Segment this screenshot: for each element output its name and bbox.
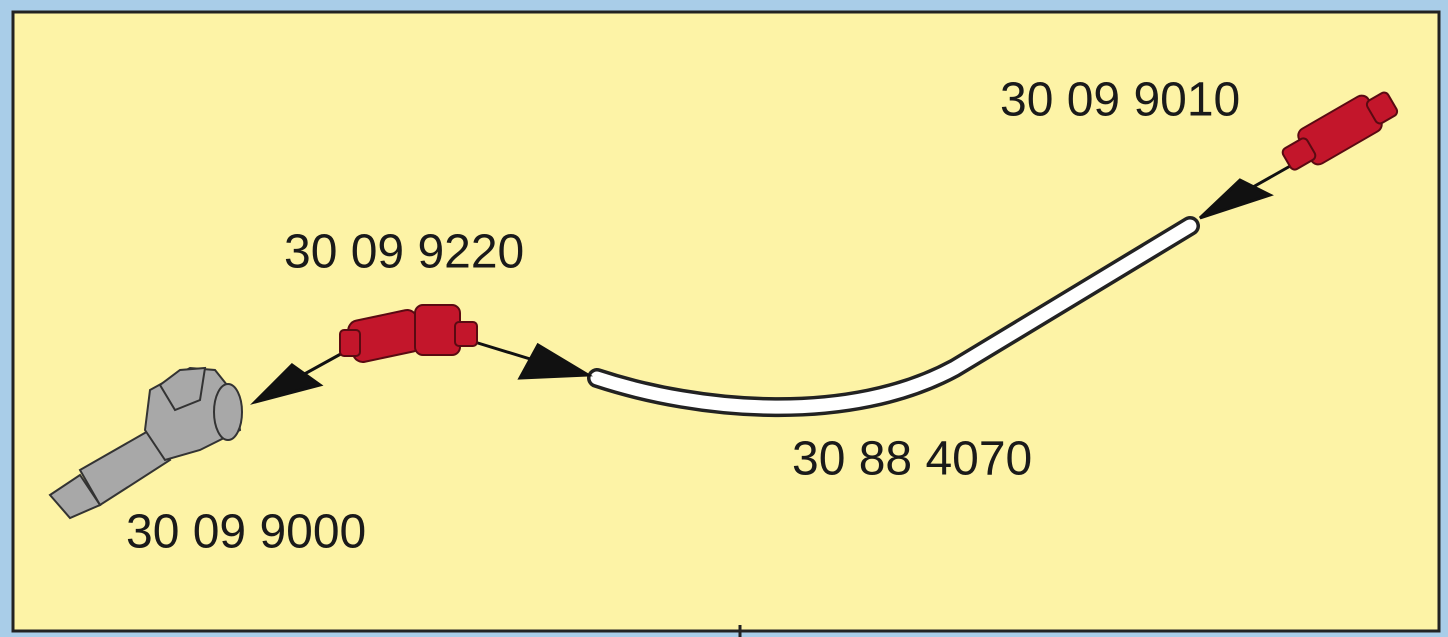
tube <box>590 219 1197 414</box>
part-number: 30 09 9220 <box>284 226 524 279</box>
connector-9010 <box>1281 91 1399 171</box>
part-9000 <box>48 366 243 520</box>
part-number: 30 09 9000 <box>126 506 366 559</box>
part-number: 30 09 9010 <box>1000 74 1240 127</box>
part-number: 30 88 4070 <box>792 433 1032 486</box>
arrows <box>250 163 1293 405</box>
panel <box>11 10 1441 633</box>
connector-9220 <box>339 304 478 363</box>
